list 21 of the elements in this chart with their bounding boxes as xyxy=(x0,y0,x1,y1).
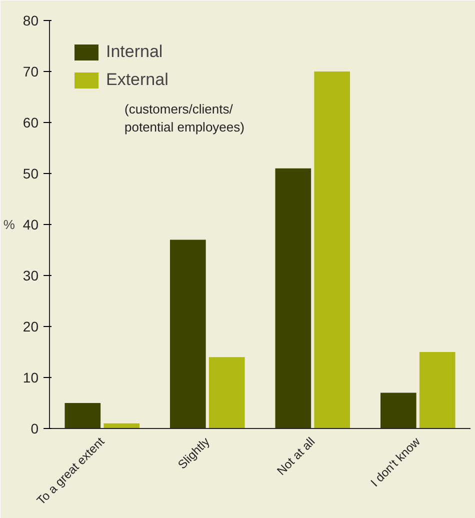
bar xyxy=(275,168,312,428)
y-tick-label: 20 xyxy=(22,318,39,334)
y-tick-label: 0 xyxy=(30,420,39,436)
bar xyxy=(208,357,245,428)
y-tick-label: 10 xyxy=(22,370,39,386)
y-axis-title: % xyxy=(3,217,16,232)
y-tick-label: 50 xyxy=(22,166,39,182)
bar xyxy=(170,240,206,428)
y-tick-label: 80 xyxy=(22,12,39,28)
bar xyxy=(380,392,416,428)
x-tick-label: Not at all xyxy=(274,434,318,478)
y-tick-label: 70 xyxy=(22,64,39,80)
annotation: (customers/clients/ potential employees) xyxy=(124,102,244,134)
y-tick-label: 60 xyxy=(22,114,39,130)
bar xyxy=(419,352,456,428)
legend-label: Internal xyxy=(106,42,163,62)
bar xyxy=(314,72,350,428)
bar xyxy=(64,403,101,428)
y-tick-label: 30 xyxy=(22,268,39,284)
legend-label: External xyxy=(106,70,168,90)
y-tick-label: 40 xyxy=(22,216,39,232)
